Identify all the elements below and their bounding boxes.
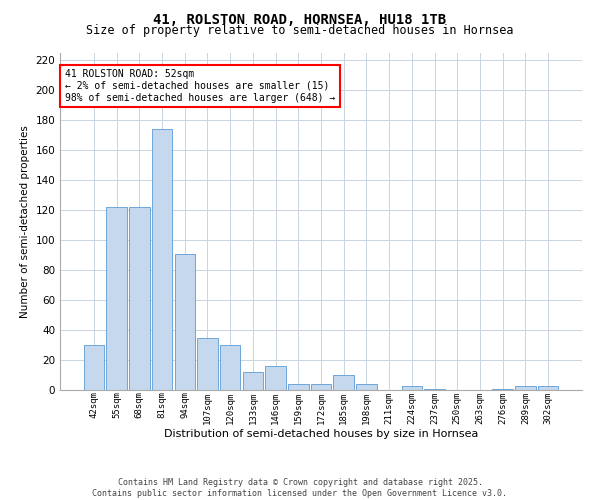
Bar <box>424 388 445 390</box>
Text: 41 ROLSTON ROAD: 52sqm
← 2% of semi-detached houses are smaller (15)
98% of semi: 41 ROLSTON ROAD: 52sqm ← 2% of semi-deta… <box>65 70 335 102</box>
Text: 41, ROLSTON ROAD, HORNSEA, HU18 1TB: 41, ROLSTON ROAD, HORNSEA, HU18 1TB <box>154 12 446 26</box>
Bar <box>197 338 218 390</box>
Bar <box>538 386 558 390</box>
Bar <box>152 129 172 390</box>
Bar <box>84 345 104 390</box>
Y-axis label: Number of semi-detached properties: Number of semi-detached properties <box>20 125 30 318</box>
Bar <box>493 388 513 390</box>
Bar <box>242 372 263 390</box>
Bar <box>129 207 149 390</box>
Bar <box>401 386 422 390</box>
Bar <box>334 375 354 390</box>
Text: Contains HM Land Registry data © Crown copyright and database right 2025.
Contai: Contains HM Land Registry data © Crown c… <box>92 478 508 498</box>
Bar <box>220 345 241 390</box>
Bar <box>175 254 195 390</box>
Bar <box>106 207 127 390</box>
Bar <box>288 384 308 390</box>
Bar <box>515 386 536 390</box>
Text: Size of property relative to semi-detached houses in Hornsea: Size of property relative to semi-detach… <box>86 24 514 37</box>
X-axis label: Distribution of semi-detached houses by size in Hornsea: Distribution of semi-detached houses by … <box>164 429 478 439</box>
Bar <box>356 384 377 390</box>
Bar <box>265 366 286 390</box>
Bar <box>311 384 331 390</box>
